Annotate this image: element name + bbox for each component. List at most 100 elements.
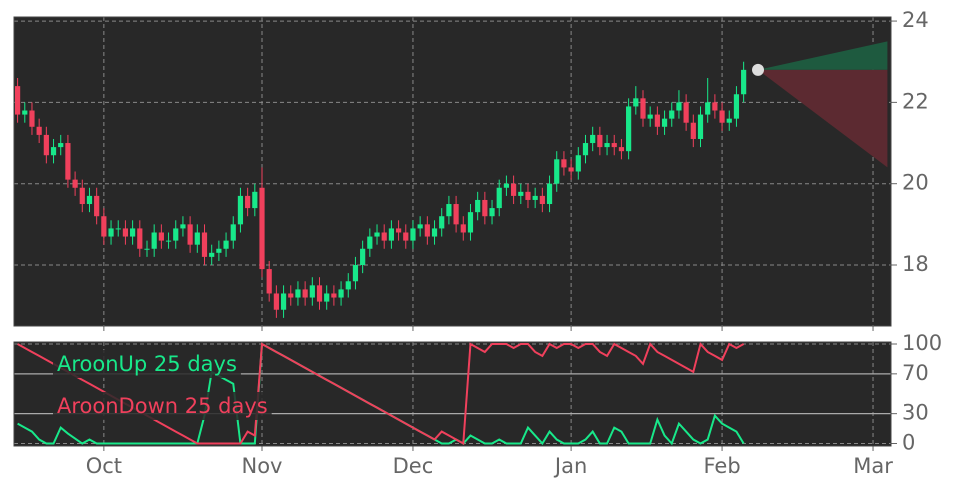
x-tick-label: Mar [853, 454, 893, 478]
candle-body [295, 289, 301, 298]
candle-body [65, 143, 71, 180]
candle-body [467, 212, 474, 233]
candle-body [144, 248, 150, 250]
candle-body [266, 269, 272, 294]
candle-body [101, 216, 107, 237]
candle-body [561, 159, 567, 168]
candle-body [209, 252, 215, 257]
candle-body [705, 102, 711, 115]
y-tick-label: 22 [902, 89, 929, 113]
candle-body [273, 293, 279, 310]
panel-frame [13, 16, 892, 327]
candle-body [647, 114, 653, 119]
candle-body [697, 114, 704, 139]
candle-body [165, 240, 172, 242]
x-tick-label: Feb [703, 454, 740, 478]
candle-body [22, 110, 28, 115]
price-panel [14, 17, 891, 326]
candle-body [626, 106, 632, 152]
candle-body [597, 134, 603, 148]
candle-body [554, 159, 560, 184]
x-tick-label: Nov [242, 454, 283, 478]
candle-body [252, 191, 258, 209]
candle-body [43, 134, 49, 156]
candle-body [712, 102, 718, 111]
candle-body [79, 187, 85, 205]
candle-body [410, 228, 416, 241]
candle-body [367, 236, 373, 249]
candle-body [618, 147, 625, 152]
projection-fill [758, 69, 888, 168]
panel-frame [13, 341, 892, 447]
legend-label: AroonDown 25 days [57, 394, 268, 418]
candle-body [137, 228, 143, 249]
candle-body [130, 228, 136, 237]
candle-body [187, 224, 193, 245]
candle-body [29, 110, 35, 127]
candle-body [539, 195, 545, 205]
candle-body [245, 195, 251, 209]
candle-body [151, 232, 157, 249]
candle-body [58, 143, 64, 148]
candle-body [661, 118, 668, 127]
candle-body [338, 289, 344, 298]
candle-body [237, 195, 244, 225]
candle-body [719, 110, 725, 123]
candle-body [324, 293, 330, 302]
candle-body [446, 204, 452, 217]
legend-box [53, 392, 272, 420]
candle-body [331, 293, 337, 298]
y-tick-label: 20 [902, 171, 929, 195]
candle-body [726, 118, 732, 123]
candle-body [511, 183, 517, 196]
candle-body [280, 293, 287, 310]
candle-body [72, 179, 78, 188]
candle-body [431, 228, 438, 237]
legend-label: AroonUp 25 days [57, 352, 237, 376]
candle-body [546, 183, 553, 205]
candle-body [424, 224, 430, 237]
candle-body [690, 122, 696, 139]
candle-body [302, 289, 308, 298]
candle-body [395, 228, 402, 233]
candle-body [733, 94, 740, 119]
candle-body [86, 195, 93, 205]
candle-body [417, 224, 423, 229]
candle-body [36, 126, 42, 135]
candle-body [194, 232, 200, 245]
candle-body [683, 102, 689, 123]
candle-body [381, 232, 387, 241]
candle-body [518, 191, 524, 196]
candle-body [676, 102, 682, 111]
y-tick-label: 24 [902, 8, 929, 32]
candle-body [640, 98, 646, 119]
y-tick-label: 30 [902, 401, 929, 425]
y-tick-label: 100 [902, 331, 942, 355]
last-price-marker [752, 63, 765, 76]
candle-body [388, 228, 394, 241]
y-tick-label: 18 [902, 252, 929, 276]
candle-body [654, 114, 660, 127]
y-tick-label: 70 [902, 361, 929, 385]
candle-body [633, 98, 639, 107]
candle-body [158, 232, 164, 241]
candle-body [108, 228, 114, 237]
candle-body [180, 224, 186, 229]
candle-body [611, 143, 617, 148]
candle-body [201, 232, 208, 257]
candle-body [590, 134, 596, 144]
candle-body [582, 143, 589, 156]
candle-body [475, 199, 481, 213]
candle-body [568, 167, 574, 172]
candle-body [230, 224, 236, 241]
y-tick-label: 0 [902, 431, 915, 455]
candle-body [259, 187, 265, 270]
candle-body [496, 187, 502, 209]
candle-body [374, 232, 380, 237]
candle-body [352, 265, 359, 282]
candle-body [669, 110, 675, 119]
candle-body [115, 228, 121, 230]
legend-box [53, 350, 241, 378]
